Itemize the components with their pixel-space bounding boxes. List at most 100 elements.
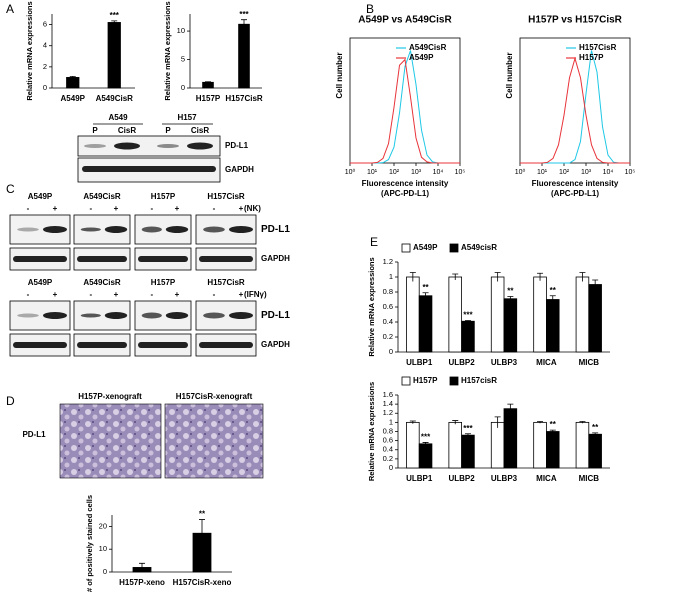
panel-label: C: [6, 182, 15, 196]
bar: [575, 421, 590, 469]
bar: [448, 421, 463, 469]
treatment-label: (IFNγ): [244, 290, 267, 299]
bar: [503, 408, 518, 469]
blot-band: [141, 226, 162, 233]
error-bar: [494, 416, 501, 428]
y-tick-label: 10: [99, 544, 107, 553]
blot-band: [199, 256, 253, 262]
x-tick-label: H157P-xeno: [119, 578, 165, 587]
blot-row-label: GAPDH: [261, 340, 290, 349]
error-bar: [592, 432, 599, 436]
significance: **: [550, 420, 557, 429]
x-tick-label: MICA: [536, 474, 557, 483]
blot-sign: +: [53, 290, 58, 299]
blot-cell: A549P: [28, 278, 53, 287]
bar: [406, 421, 420, 469]
bar: [448, 276, 463, 353]
blot-lane: CisR: [118, 126, 136, 135]
error-bar: [452, 420, 459, 425]
blot-band: [17, 313, 39, 318]
y-tick-label: 0.4: [383, 317, 393, 326]
error-bar: [507, 296, 514, 301]
x-tick-label: H157CisR-xeno: [173, 578, 232, 587]
blot-cell: A549CisR: [83, 278, 121, 287]
x-tick-label: 10⁵: [625, 169, 636, 176]
x-axis-label: (APC-PD-L1): [551, 189, 599, 198]
legend-label: H157cisR: [461, 376, 497, 385]
y-tick-label: 4: [43, 41, 47, 50]
error-bar: [422, 442, 429, 446]
blot-cell: H157P: [151, 192, 176, 201]
bar: [461, 434, 475, 469]
blot-cell: A549P: [28, 192, 53, 201]
error-bar: [579, 272, 586, 282]
blot-group: A549: [108, 113, 128, 122]
blot-cell: H157P: [151, 278, 176, 287]
error-bar: [409, 420, 416, 424]
y-tick-label: 0.6: [383, 302, 393, 311]
y-axis-label: Relative mRNA expressions: [25, 1, 34, 100]
significance: ***: [110, 11, 120, 20]
y-axis-label: Cell number: [505, 52, 514, 98]
blot-row-label: PD-L1: [261, 310, 290, 321]
blot-band: [157, 144, 179, 148]
x-tick-label: MICB: [579, 474, 600, 483]
blot-sign: +: [114, 204, 119, 213]
blot-cell: H157CisR: [207, 278, 245, 287]
x-tick-label: H157CisR: [225, 94, 263, 103]
blot-band: [229, 226, 253, 233]
image-title: H157CisR-xenograft: [176, 392, 253, 401]
micrograph: [59, 403, 162, 479]
x-tick-label: 10³: [581, 169, 592, 176]
y-tick-label: 0: [389, 463, 393, 472]
x-tick-label: 10¹: [537, 169, 548, 176]
y-tick-label: 20: [99, 521, 107, 530]
x-tick-label: 10⁰: [515, 168, 526, 176]
bar: [490, 421, 505, 469]
legend-swatch: [449, 376, 459, 386]
y-tick-label: 0: [103, 567, 107, 576]
blot-band: [199, 342, 253, 348]
x-tick-label: 10⁴: [603, 169, 614, 176]
x-tick-label: 10⁵: [455, 169, 466, 176]
error-bar: [494, 272, 501, 282]
legend-label: A549CisR: [409, 43, 447, 52]
y-axis-label: Relative mRNA expressions: [163, 1, 172, 100]
legend-label: A549cisR: [461, 243, 497, 252]
error-bar: [537, 272, 544, 281]
blot-band: [17, 227, 39, 232]
blot-band: [77, 256, 127, 262]
plot-frame: [519, 37, 631, 164]
legend-label: H157P: [579, 53, 604, 62]
blot-band: [77, 342, 127, 348]
error-bar: [241, 19, 247, 29]
y-tick-label: 1.4: [383, 399, 393, 408]
legend-label: A549P: [413, 243, 438, 252]
panel-label: A: [6, 2, 14, 16]
significance: **: [507, 287, 514, 296]
blot-sign: -: [150, 290, 153, 299]
blot-sign: -: [27, 290, 30, 299]
bar: [533, 421, 547, 469]
y-tick-label: 10: [177, 26, 185, 35]
error-bar: [549, 429, 556, 433]
bar: [503, 298, 518, 353]
stain-label: PD-L1: [22, 430, 46, 439]
blot-band: [43, 226, 67, 233]
blot-sign: -: [150, 204, 153, 213]
blot-band: [43, 312, 67, 319]
legend-swatch: [449, 243, 459, 253]
panel-label: B: [366, 2, 374, 16]
series-line: [350, 50, 460, 164]
x-tick-label: H157P: [196, 94, 221, 103]
blot-cell: A549CisR: [83, 192, 121, 201]
bar: [533, 276, 547, 353]
blot-band: [203, 226, 225, 233]
y-tick-label: 0: [43, 83, 47, 92]
blot-band: [138, 342, 188, 348]
y-tick-label: 5: [181, 55, 185, 64]
x-tick-label: ULBP2: [448, 474, 475, 483]
series-line: [520, 50, 630, 164]
x-tick-label: 10²: [389, 169, 400, 176]
